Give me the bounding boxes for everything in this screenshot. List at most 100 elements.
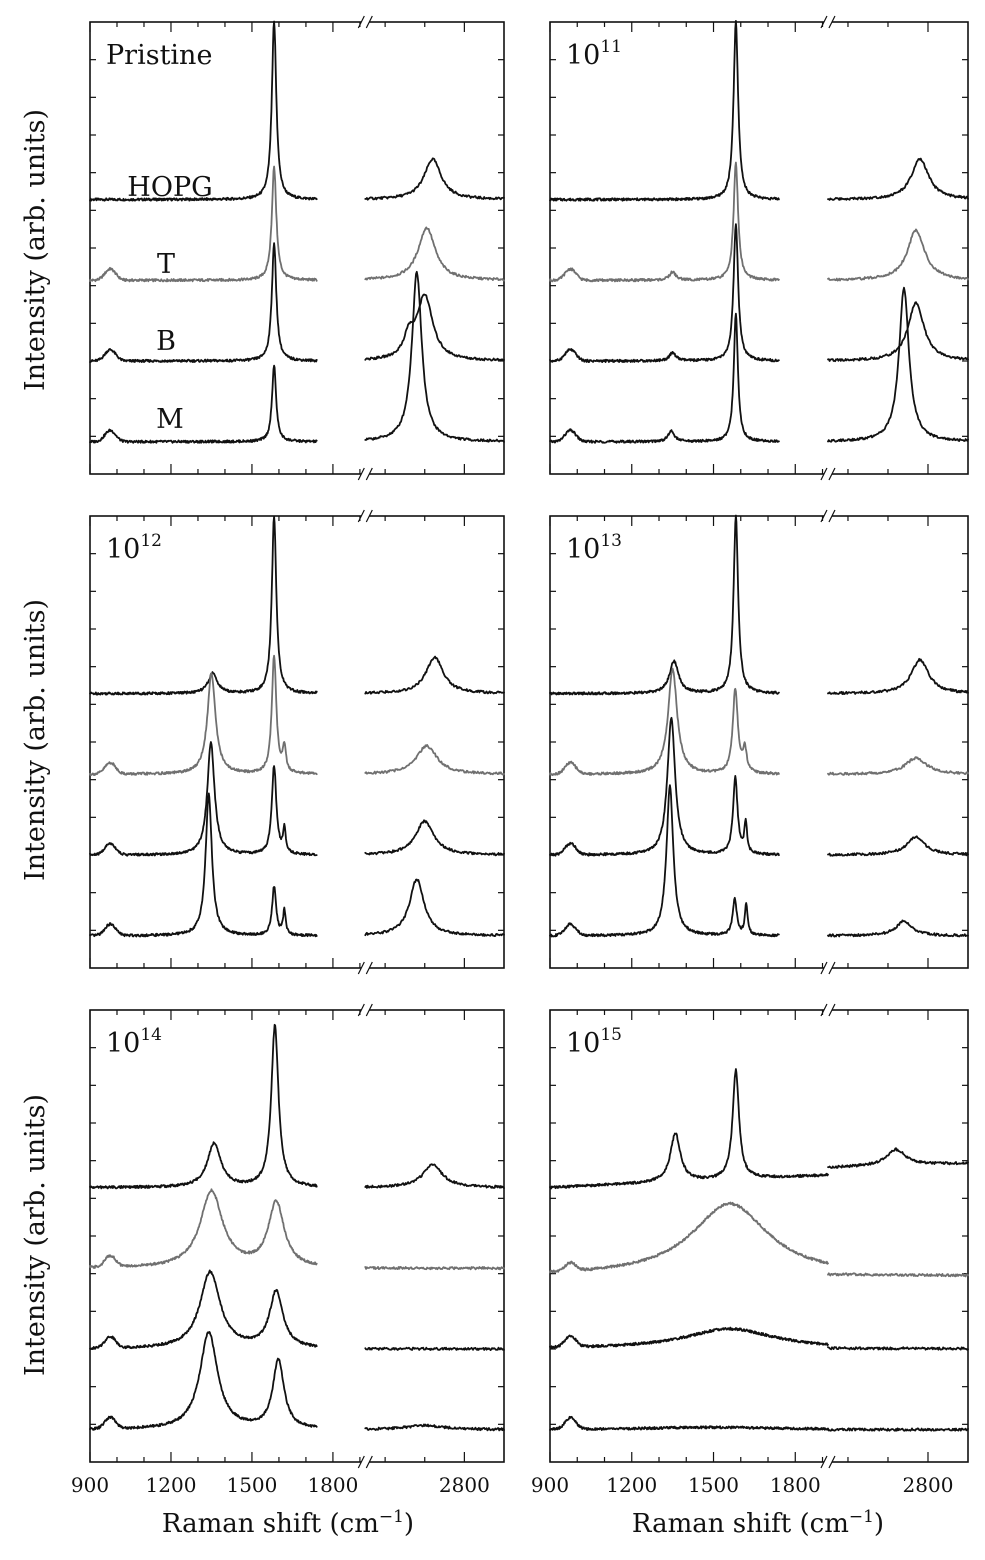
panel-title-exponent: 11	[600, 37, 622, 57]
panel-6: 900 1200 1500 1800 2800 1015	[531, 1003, 969, 1497]
panel-6-series-1-right	[827, 1147, 969, 1169]
panel-title-base: 10	[106, 534, 140, 565]
axis-break-gap	[823, 965, 832, 971]
axis-break-mark	[357, 1003, 365, 1017]
x-tick-label: 1200	[146, 1473, 197, 1497]
axis-break-gap	[361, 1007, 370, 1013]
panel-4-title: 1013	[566, 531, 622, 565]
axis-break-mark	[365, 15, 373, 29]
x-tick-label: 2800	[903, 1473, 954, 1497]
series-label-m: M	[156, 404, 184, 435]
panel-2-series-1-left	[549, 20, 780, 202]
axis-break-mark	[357, 961, 365, 975]
panel-2-series-2-left	[549, 161, 780, 283]
axis-break-mark	[820, 961, 828, 975]
x-tick-label: 900	[71, 1473, 109, 1497]
series-label-b: B	[156, 326, 176, 357]
panel-3-title: 1012	[106, 531, 162, 565]
panel-6-series-2-left	[549, 1201, 829, 1274]
x-tick-label: 1200	[606, 1473, 657, 1497]
axis-break-mark	[820, 467, 828, 481]
panel-title-exponent: 13	[600, 531, 622, 551]
panel-1-series-2-left	[89, 165, 318, 283]
panel-title-base: 10	[566, 534, 600, 565]
panel-4-frame	[549, 515, 969, 969]
panel-4-series-2-left	[549, 667, 780, 776]
panel-1-series-1-left	[89, 20, 318, 202]
panel-4-series-3-left	[549, 716, 780, 857]
axis-break-mark	[357, 15, 365, 29]
panel-5-frame	[89, 1009, 505, 1463]
panel-6-title: 1015	[566, 1025, 622, 1059]
panel-5-title: 1014	[106, 1025, 162, 1059]
axis-break-gap	[361, 19, 370, 25]
axis-break-gap	[361, 471, 370, 477]
x-axis-label-left-close: )	[404, 1509, 414, 1539]
x-axis-label-right-main: Raman shift (cm	[632, 1509, 849, 1539]
panel-6-series-3-right	[827, 1346, 969, 1351]
panel-4-series-4-right	[827, 919, 969, 938]
panel-6-series-4-right	[827, 1427, 969, 1432]
axis-break-gap	[361, 1459, 370, 1465]
panel-2-series-3-left	[549, 223, 780, 363]
axis-break-mark	[828, 1455, 836, 1469]
panel-5-series-4-left	[89, 1331, 318, 1431]
axis-break-mark	[828, 1003, 836, 1017]
panel-title-base: 10	[566, 40, 600, 71]
x-axis-label-left: Raman shift (cm−1)	[162, 1507, 414, 1539]
panel-4-series-1-left	[549, 514, 780, 696]
x-axis-label-right-exp: −1	[849, 1507, 874, 1527]
panel-1-series-3-right	[364, 293, 505, 362]
axis-break-gap	[361, 965, 370, 971]
panel-6-series-1-left	[549, 1068, 829, 1190]
panel-4-series-1-right	[827, 657, 969, 695]
x-tick-label: 1500	[226, 1473, 277, 1497]
panel-3-frame	[89, 515, 505, 969]
y-axis-label-bottom: Intensity (arb. units)	[20, 1094, 51, 1376]
panel-2-series-4-right	[827, 286, 969, 443]
panel-3-series-4-right	[364, 878, 505, 937]
panel-5: 900 1200 1500 1800 2800 1014	[71, 1003, 505, 1497]
axis-break-mark	[828, 961, 836, 975]
panel-6-series-2-right	[827, 1272, 969, 1278]
panel-5-series-4-right	[364, 1423, 505, 1432]
panel-1-series-1-right	[364, 157, 505, 201]
x-tick-label: 1800	[307, 1473, 358, 1497]
panel-title-exponent: 14	[140, 1025, 162, 1045]
panel-2: 1011	[549, 15, 969, 481]
panel-3: 1012	[89, 509, 505, 975]
axis-break-gap	[823, 471, 832, 477]
panel-1-series-2-right	[364, 226, 505, 282]
x-tick-label: 2800	[439, 1473, 490, 1497]
panel-5-series-3-right	[364, 1346, 505, 1351]
panel-2-frame	[549, 21, 969, 475]
panel-3-series-1-left	[89, 515, 318, 696]
x-tick-label: 1800	[770, 1473, 821, 1497]
panel-title-base: 10	[566, 1028, 600, 1059]
axis-break-gap	[823, 19, 832, 25]
panel-3-series-3-left	[89, 741, 318, 857]
panel-title-base: Pristine	[106, 40, 212, 71]
x-axis-label-left-main: Raman shift (cm	[162, 1509, 379, 1539]
panel-2-title: 1011	[566, 37, 622, 71]
x-axis-label-left-exp: −1	[379, 1507, 404, 1527]
axis-break-mark	[828, 467, 836, 481]
x-axis-label-right-close: )	[874, 1509, 884, 1539]
panel-1-frame	[89, 21, 505, 475]
panel-4: 1013	[549, 509, 969, 975]
panel-4-series-2-right	[827, 756, 969, 776]
panel-3-series-4-left	[89, 792, 318, 938]
axis-break-mark	[365, 1455, 373, 1469]
x-tick-label: 1500	[688, 1473, 739, 1497]
panel-2-series-1-right	[827, 157, 969, 201]
axis-break-mark	[365, 467, 373, 481]
panel-2-series-2-right	[827, 228, 969, 282]
axis-break-gap	[823, 1459, 832, 1465]
panel-6-series-3-left	[549, 1326, 829, 1350]
axis-break-gap	[823, 513, 832, 519]
panel-5-series-2-left	[89, 1188, 318, 1269]
panel-3-series-1-right	[364, 655, 505, 695]
